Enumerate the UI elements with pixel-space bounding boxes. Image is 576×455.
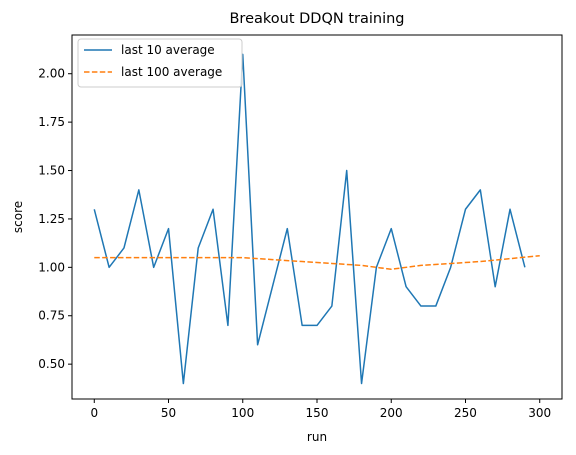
x-tick-label: 300 <box>528 406 551 420</box>
data-point-s2-3 <box>182 256 184 258</box>
data-point-s1-12 <box>271 286 273 288</box>
data-point-s1-20 <box>390 227 392 229</box>
data-point-s1-0 <box>93 208 95 210</box>
data-point-s2-6 <box>271 258 273 260</box>
data-point-s2-4 <box>212 256 214 258</box>
data-point-s2-12 <box>449 262 451 264</box>
data-point-s1-15 <box>316 324 318 326</box>
x-tick-label: 200 <box>380 406 403 420</box>
data-point-s2-7 <box>301 260 303 262</box>
y-tick-label: 1.00 <box>38 260 65 274</box>
data-point-s1-1 <box>108 266 110 268</box>
y-tick-label: 1.75 <box>38 115 65 129</box>
legend-label-2: last 100 average <box>121 65 222 79</box>
data-point-s2-14 <box>509 257 511 259</box>
plot-frame <box>71 34 563 400</box>
y-tick-label: 1.25 <box>38 212 65 226</box>
legend-label-1: last 10 average <box>121 43 215 57</box>
data-point-s1-16 <box>331 305 333 307</box>
x-tick-label: 0 <box>90 406 98 420</box>
data-point-s1-24 <box>449 266 451 268</box>
chart-title: Breakout DDQN training <box>229 11 404 27</box>
series-line-1 <box>93 53 526 385</box>
data-point-s2-2 <box>152 256 154 258</box>
data-point-s1-7 <box>197 247 199 249</box>
data-point-s1-5 <box>167 227 169 229</box>
data-point-s1-17 <box>346 169 348 171</box>
x-axis-label: run <box>307 430 327 444</box>
y-axis-label: score <box>11 201 25 233</box>
y-tick-label: 0.75 <box>38 309 65 323</box>
data-point-s1-22 <box>420 305 422 307</box>
data-point-s1-14 <box>301 324 303 326</box>
data-point-s1-18 <box>360 382 362 384</box>
legend: last 10 average last 100 average <box>77 38 243 88</box>
x-tick-label: 50 <box>161 406 176 420</box>
data-point-s2-10 <box>390 268 392 270</box>
data-point-s2-9 <box>360 264 362 266</box>
data-point-s2-5 <box>242 256 244 258</box>
y-tick-label: 2.00 <box>38 67 65 81</box>
series-line-2 <box>94 254 540 271</box>
data-point-s1-29 <box>524 266 526 268</box>
data-point-s1-8 <box>212 208 214 210</box>
data-point-s1-2 <box>123 247 125 249</box>
data-point-s2-1 <box>123 256 125 258</box>
data-point-s2-8 <box>331 262 333 264</box>
legend-box <box>77 38 243 88</box>
data-point-s1-6 <box>182 382 184 384</box>
data-point-s1-23 <box>435 305 437 307</box>
data-point-s1-25 <box>464 208 466 210</box>
data-point-s1-26 <box>479 189 481 191</box>
data-point-s2-0 <box>93 256 95 258</box>
data-point-s1-21 <box>405 286 407 288</box>
data-point-s1-27 <box>494 286 496 288</box>
data-point-s1-11 <box>256 344 258 346</box>
data-point-s1-9 <box>227 324 229 326</box>
data-point-s1-28 <box>509 208 511 210</box>
y-tick-label: 1.50 <box>38 164 65 178</box>
data-point-s1-3 <box>138 189 140 191</box>
data-point-s2-15 <box>539 255 541 257</box>
x-tick-label: 100 <box>231 406 254 420</box>
data-point-s1-4 <box>152 266 154 268</box>
data-point-s1-13 <box>286 227 288 229</box>
y-tick-label: 0.50 <box>38 357 65 371</box>
x-tick-label: 150 <box>306 406 329 420</box>
x-tick-label: 250 <box>454 406 477 420</box>
data-point-s2-13 <box>479 260 481 262</box>
data-point-s2-11 <box>420 264 422 266</box>
